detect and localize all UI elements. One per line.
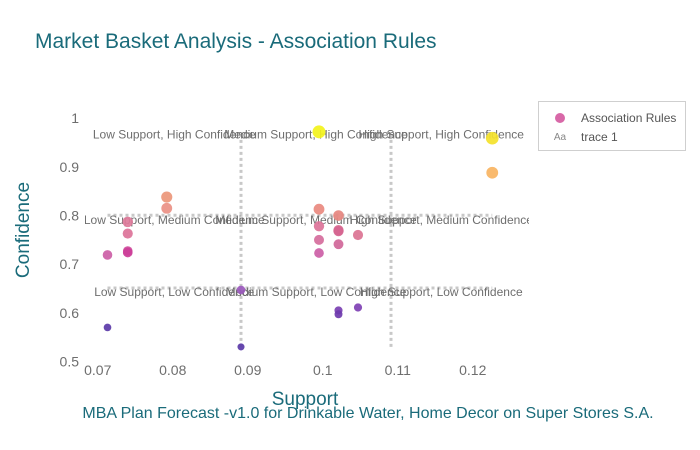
x-tick-label: 0.11 [385,362,411,378]
x-axis-label: Support [271,389,339,410]
data-point[interactable] [312,125,326,139]
quadrant-annotations: Low Support, High Confidence Medium Suppo… [85,128,534,299]
data-point[interactable] [122,216,133,228]
chart-title: Market Basket Analysis - Association Rul… [35,30,437,53]
x-axis-ticks: 0.07 0.08 0.09 0.1 0.11 0.12 [84,362,486,378]
data-point[interactable] [352,229,364,241]
quadrant-annotation: High Support, Low Confidence [360,285,523,299]
data-point[interactable] [236,285,246,295]
data-point[interactable] [161,191,173,203]
chart-subtitle: MBA Plan Forecast -v1.0 for Drinkable Wa… [82,405,654,422]
x-tick-label: 0.08 [159,362,186,378]
y-tick-label: 0.8 [60,208,80,224]
legend-item-association-rules[interactable]: Association Rules [539,109,676,127]
data-point[interactable] [122,247,133,258]
quadrant-annotation: High Support, High Confidence [359,128,525,142]
quadrant-annotation: Medium Support, Medium Confidence [215,213,417,227]
quadrant-lines [107,131,493,347]
data-point[interactable] [313,203,325,215]
y-tick-label: 0.6 [60,305,80,321]
x-tick-label: 0.12 [459,362,486,378]
y-tick-label: 0.9 [60,159,80,175]
y-tick-label: 0.5 [60,353,80,369]
data-point[interactable] [237,343,245,351]
data-points [102,125,499,351]
legend: Association Rules Aa trace 1 [538,101,686,151]
y-axis-ticks: 0.5 0.6 0.7 0.8 0.9 1 [60,110,80,369]
data-point[interactable] [333,239,344,250]
data-point[interactable] [486,166,499,179]
y-tick-label: 1 [71,110,79,126]
data-point[interactable] [103,323,112,332]
x-tick-label: 0.09 [234,362,261,378]
quadrant-annotation: Medium Support, Low Confidence [226,285,407,299]
data-point[interactable] [485,131,499,145]
data-point[interactable] [314,248,324,258]
data-point[interactable] [313,221,325,232]
data-point[interactable] [333,225,344,237]
data-point[interactable] [161,202,173,214]
x-tick-label: 0.1 [313,362,333,378]
x-tick-label: 0.07 [84,362,111,378]
data-point[interactable] [333,210,344,221]
y-axis-label: Confidence [13,181,34,279]
data-point[interactable] [102,250,113,260]
data-point[interactable] [122,228,133,239]
legend-label: trace 1 [581,130,618,144]
legend-marker-icon [555,113,565,123]
quadrant-annotation: Low Support, High Confidence [93,128,256,142]
quadrant-annotation: Low Support, Low Confidence [94,285,254,299]
data-point[interactable] [314,234,324,245]
legend-label: Association Rules [581,111,677,125]
data-point[interactable] [353,303,363,312]
y-tick-label: 0.7 [60,256,80,272]
text-trace-icon: Aa [553,131,567,143]
quadrant-annotation: High Support, Medium Confidence [350,213,534,227]
legend-item-trace-1[interactable]: Aa trace 1 [539,128,618,146]
data-point[interactable] [334,310,343,319]
